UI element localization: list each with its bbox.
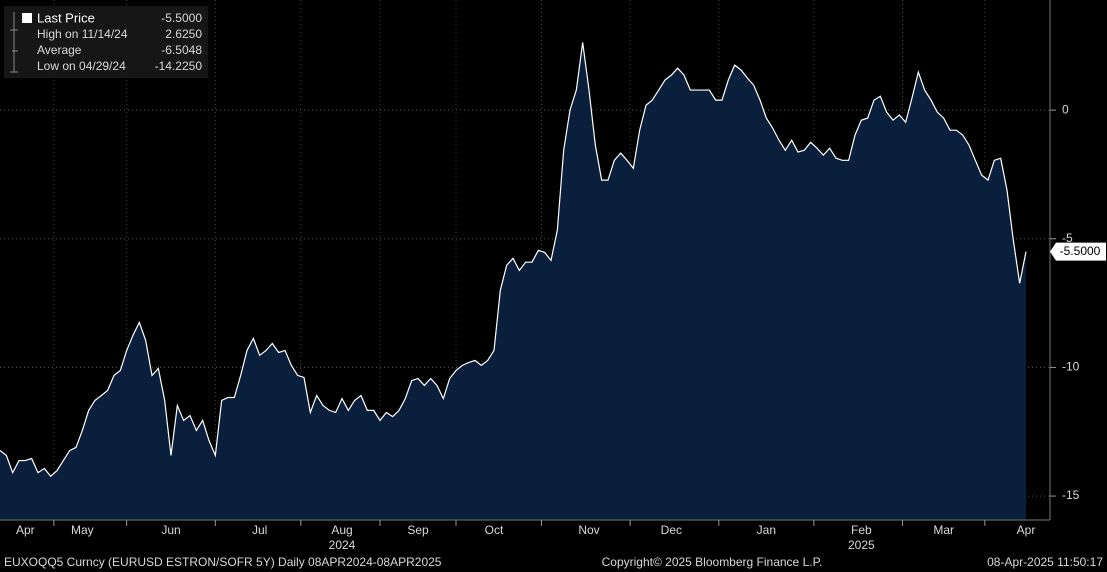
footer-left: EUXOQQ5 Curncy (EURUSD ESTRON/SOFR 5Y) D… [4, 555, 442, 569]
plot-area [0, 0, 1050, 521]
legend-value: 2.6250 [165, 27, 202, 41]
x-tick-label: Feb [851, 523, 872, 537]
x-tick-label: Jul [252, 523, 267, 537]
x-tick-label: May [71, 523, 94, 537]
last-price-tag [1050, 242, 1106, 261]
legend: Last Price -5.5000 High on 11/14/24 2.62… [4, 6, 208, 78]
x-tick-label: Jun [161, 523, 180, 537]
x-year-label: 2025 [848, 538, 875, 552]
legend-name: Average [37, 43, 82, 57]
x-tick-label: Jan [757, 523, 776, 537]
x-tick-label: Apr [1017, 523, 1036, 537]
x-tick-label: Mar [933, 523, 954, 537]
legend-box [4, 6, 208, 78]
legend-icons [10, 12, 18, 73]
x-tick-label: Dec [661, 523, 682, 537]
area-fill [0, 42, 1026, 521]
x-tick-label: Sep [407, 523, 429, 537]
y-tick-label: 0 [1062, 102, 1069, 116]
x-tick-label: Nov [578, 523, 599, 537]
legend-value: -5.5000 [161, 11, 202, 25]
legend-value: -14.2250 [155, 59, 203, 73]
x-tick-label: Aug [331, 523, 352, 537]
x-year-label: 2024 [329, 538, 356, 552]
legend-name: Low on 04/29/24 [37, 59, 126, 73]
footer-right: 08-Apr-2025 11:50:17 [987, 555, 1103, 569]
y-tick-label: -10 [1062, 360, 1080, 374]
legend-name: High on 11/14/24 [37, 27, 128, 41]
legend-name: Last Price [37, 10, 95, 25]
price-line [0, 42, 1027, 478]
legend-swatch [22, 13, 32, 23]
y-tick-label: -15 [1062, 488, 1080, 502]
footer-center: Copyright© 2025 Bloomberg Finance L.P. [602, 555, 823, 569]
legend-value: -6.5048 [161, 43, 202, 57]
x-tick-label: Apr [16, 523, 35, 537]
last-price-label: -5.5000 [1060, 244, 1101, 258]
y-tick-label: -5 [1062, 231, 1073, 245]
x-tick-label: Oct [485, 523, 504, 537]
